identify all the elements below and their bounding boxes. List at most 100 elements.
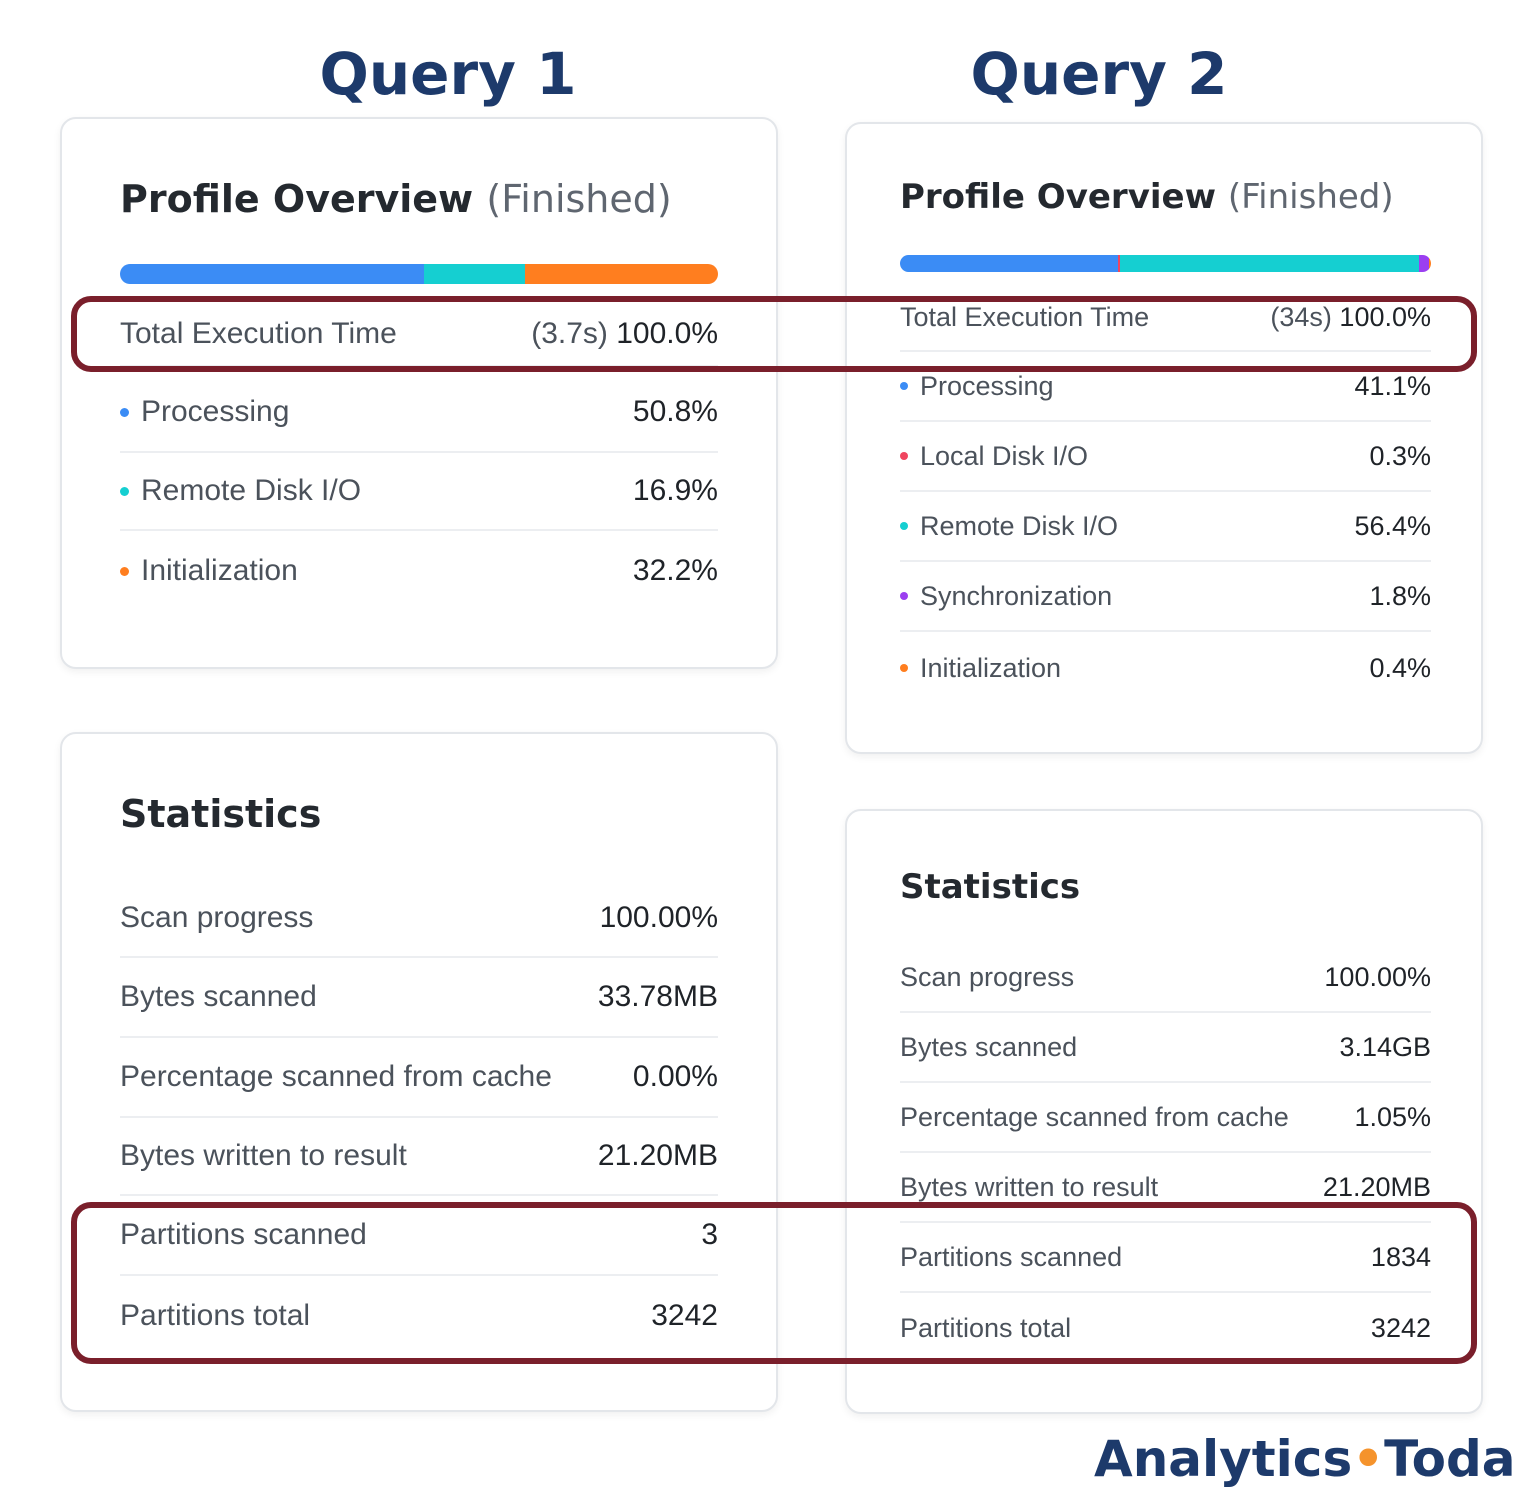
profile-item-label: Synchronization	[920, 580, 1113, 611]
bar-segment-synchronization	[1419, 255, 1429, 272]
total-execution-time-value: (3.7s) 100.0%	[531, 317, 718, 351]
stat-label: Percentage scanned from cache	[120, 1060, 552, 1093]
stat-value: 3	[701, 1218, 718, 1251]
profile-item-processing: Processing 41.1%	[900, 352, 1431, 422]
total-execution-time-label: Total Execution Time	[120, 317, 397, 350]
total-time-percent: 100.0%	[1339, 301, 1431, 332]
profile-item-value: 56.4%	[1354, 510, 1431, 541]
stat-label: Partitions total	[120, 1299, 311, 1332]
profile-item-label: Local Disk I/O	[920, 440, 1089, 471]
stat-row-scan-progress: Scan progress 100.00%	[900, 943, 1431, 1013]
query-2-title: Query 2	[970, 40, 1228, 108]
profile-item-label: Processing	[920, 370, 1054, 401]
stat-row-scan-progress: Scan progress 100.00%	[120, 880, 718, 958]
stat-row-partitions-total: Partitions total 3242	[900, 1293, 1431, 1363]
bar-segment-initialization	[1428, 255, 1431, 272]
statistics-title: Statistics	[120, 792, 322, 836]
total-execution-time-row: Total Execution Time (34s) 100.0%	[900, 284, 1431, 352]
stat-label: Partitions scanned	[900, 1241, 1123, 1272]
stat-row-partitions-scanned: Partitions scanned 3	[120, 1196, 718, 1276]
query-2-statistics-card: Statistics Scan progress 100.00% Bytes s…	[845, 809, 1483, 1414]
total-execution-time-label: Total Execution Time	[900, 301, 1150, 332]
brand-left-text: Analytics	[1094, 1430, 1353, 1488]
profile-item-processing: Processing 50.8%	[120, 373, 718, 453]
stat-label: Partitions scanned	[120, 1218, 367, 1251]
stat-value: 21.20MB	[1322, 1171, 1431, 1202]
profile-item-value: 1.8%	[1369, 580, 1431, 611]
profile-item-initialization: Initialization 0.4%	[900, 632, 1431, 704]
profile-item-value: 50.8%	[632, 395, 718, 428]
profile-item-remote-disk-io: Remote Disk I/O 16.9%	[120, 453, 718, 531]
stat-row-partitions-scanned: Partitions scanned 1834	[900, 1223, 1431, 1293]
stat-value: 21.20MB	[597, 1139, 718, 1172]
stat-value: 3.14GB	[1339, 1031, 1431, 1062]
profile-item-label: Remote Disk I/O	[141, 474, 362, 507]
legend-dot	[120, 407, 129, 417]
total-execution-time-value: (34s) 100.0%	[1270, 302, 1431, 333]
total-time-percent: 100.0%	[616, 317, 718, 350]
profile-item-synchronization: Synchronization 1.8%	[900, 562, 1431, 632]
brand-dot: •	[1352, 1430, 1385, 1488]
total-time-seconds: (3.7s)	[531, 317, 608, 350]
profile-overview-title: Profile Overview (Finished)	[120, 177, 672, 221]
profile-item-remote-disk-io: Remote Disk I/O 56.4%	[900, 492, 1431, 562]
profile-progress-bar	[120, 264, 718, 284]
highlight-partitions	[71, 1202, 1477, 1364]
profile-overview-title: Profile Overview (Finished)	[900, 177, 1394, 217]
query-1-profile-card: Profile Overview (Finished) Total Execut…	[60, 117, 778, 669]
profile-item-value: 32.2%	[632, 554, 718, 587]
stat-row-bytes-scanned: Bytes scanned 3.14GB	[900, 1013, 1431, 1083]
total-time-seconds: (34s)	[1270, 301, 1332, 332]
bar-segment-processing	[900, 255, 1119, 272]
profile-item-label: Initialization	[920, 652, 1062, 683]
legend-dot	[120, 566, 129, 576]
stat-value: 100.00%	[1324, 961, 1431, 992]
stat-row-bytes-written: Bytes written to result 21.20MB	[120, 1118, 718, 1196]
stat-value: 100.00%	[599, 901, 718, 934]
profile-item-label: Remote Disk I/O	[920, 510, 1119, 541]
profile-status: (Finished)	[486, 177, 672, 221]
query-1-statistics-card: Statistics Scan progress 100.00% Bytes s…	[60, 732, 778, 1412]
profile-progress-bar	[900, 255, 1431, 272]
bar-segment-initialization	[525, 264, 718, 284]
profile-title-text: Profile Overview	[120, 177, 474, 221]
stat-label: Scan progress	[120, 901, 314, 934]
query-1-title: Query 1	[319, 40, 577, 108]
legend-dot	[900, 382, 908, 390]
stat-label: Bytes scanned	[900, 1031, 1078, 1062]
stat-label: Bytes written to result	[120, 1139, 407, 1172]
stat-row-bytes-scanned: Bytes scanned 33.78MB	[120, 958, 718, 1038]
profile-item-value: 16.9%	[632, 474, 718, 507]
legend-dot	[900, 522, 908, 530]
profile-item-value: 0.4%	[1369, 652, 1431, 683]
profile-item-value: 0.3%	[1369, 440, 1431, 471]
profile-item-value: 41.1%	[1354, 370, 1431, 401]
stat-label: Scan progress	[900, 961, 1075, 992]
bar-segment-local-disk-io	[1118, 255, 1120, 272]
stat-value: 3242	[651, 1299, 718, 1332]
legend-dot	[900, 452, 908, 460]
legend-dot	[900, 664, 908, 672]
stat-label: Percentage scanned from cache	[900, 1101, 1289, 1132]
profile-item-label: Initialization	[141, 554, 298, 587]
analytics-today-logo: Analytics•Today	[1094, 1424, 1514, 1494]
legend-dot	[900, 592, 908, 600]
stat-label: Partitions total	[900, 1312, 1072, 1343]
bar-segment-processing	[120, 264, 425, 284]
total-execution-time-row: Total Execution Time (3.7s) 100.0%	[120, 303, 718, 367]
highlight-total-execution-time	[71, 296, 1477, 372]
stat-value: 1.05%	[1354, 1101, 1431, 1132]
stat-value: 1834	[1370, 1241, 1431, 1272]
profile-item-initialization: Initialization 32.2%	[120, 531, 718, 611]
stat-row-bytes-written: Bytes written to result 21.20MB	[900, 1153, 1431, 1223]
query-2-profile-card: Profile Overview (Finished) Total Execut…	[845, 122, 1483, 754]
stat-value: 33.78MB	[597, 980, 718, 1013]
stat-value: 3242	[1370, 1312, 1431, 1343]
stat-label: Bytes written to result	[900, 1171, 1159, 1202]
profile-status: (Finished)	[1227, 177, 1394, 217]
statistics-title: Statistics	[900, 867, 1081, 907]
legend-dot	[120, 486, 129, 496]
stat-label: Bytes scanned	[120, 980, 317, 1013]
bar-segment-remote-disk-io	[424, 264, 526, 284]
stat-row-percentage-cache: Percentage scanned from cache 0.00%	[120, 1038, 718, 1118]
